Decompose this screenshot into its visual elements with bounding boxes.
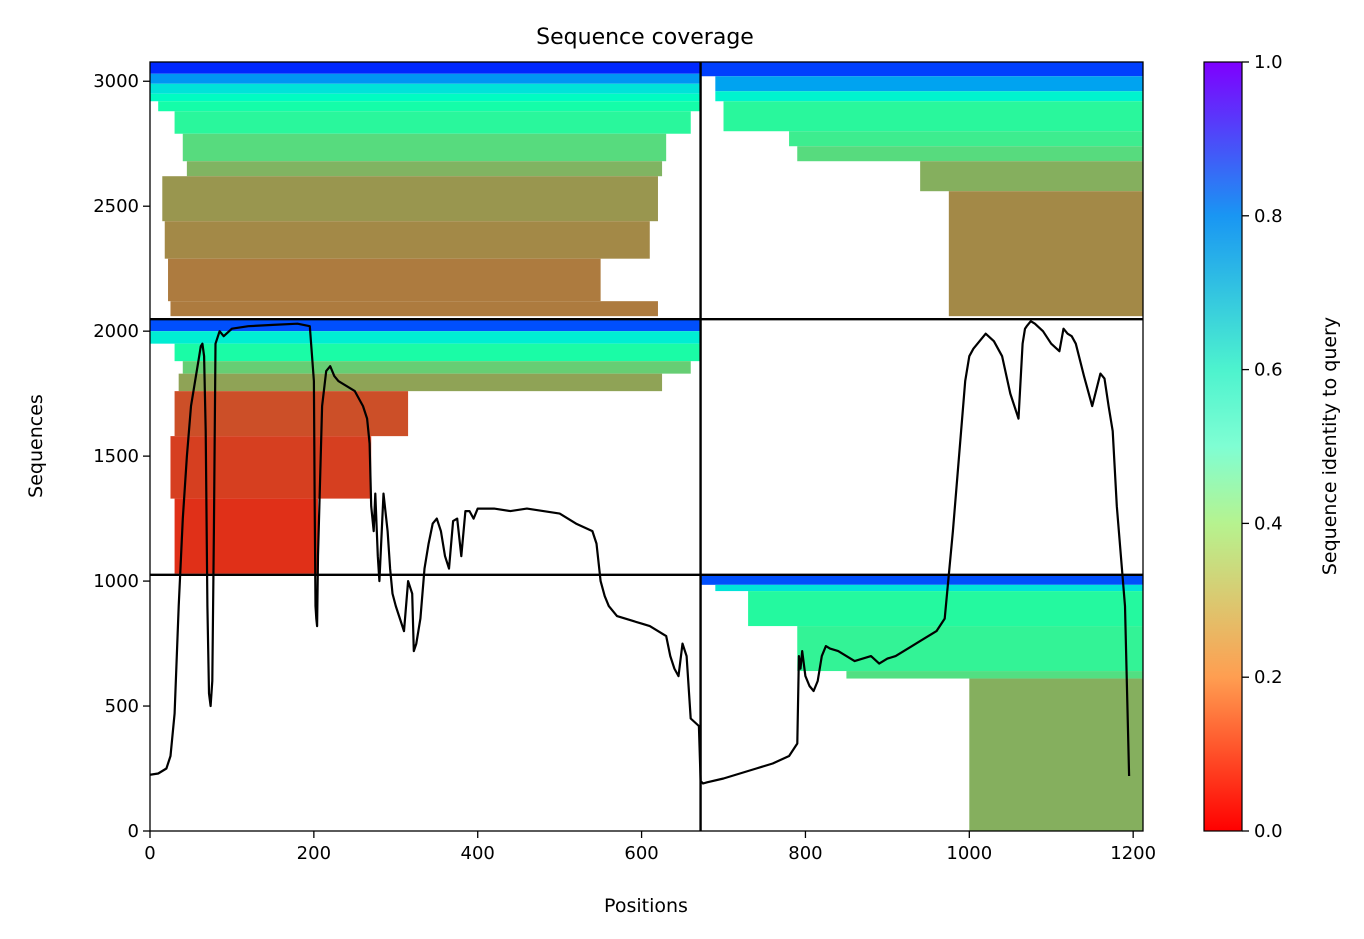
y-tick-label: 3000: [93, 71, 139, 92]
coverage-block: [700, 574, 1143, 831]
coverage-band: [150, 62, 701, 74]
coverage-band: [846, 671, 1143, 679]
coverage-band: [170, 301, 658, 317]
y-axis: 0 500 1000 1500 2000 2500 3000: [93, 71, 150, 842]
coverage-band: [723, 101, 1143, 132]
coverage-band: [797, 626, 1143, 672]
colorbar-tick-label: 0.8: [1254, 206, 1283, 227]
coverage-band: [150, 73, 701, 84]
coverage-band: [168, 258, 601, 302]
coverage-band: [170, 436, 372, 499]
coverage-band: [158, 101, 701, 112]
coverage-band: [948, 191, 1143, 317]
coverage-block: [150, 62, 701, 317]
coverage-band: [920, 161, 1143, 192]
coverage-band: [182, 361, 691, 374]
coverage-band: [174, 343, 701, 362]
x-tick-label: 1000: [946, 843, 992, 864]
x-tick-label: 200: [297, 843, 331, 864]
coverage-band: [150, 83, 701, 94]
coverage-line: [150, 320, 1131, 785]
x-tick-label: 400: [461, 843, 495, 864]
colorbar-tick-label: 0.4: [1254, 513, 1283, 534]
coverage-band: [789, 131, 1143, 147]
x-tick-label: 1200: [1110, 843, 1156, 864]
plot-frame: [149, 61, 1144, 832]
x-axis: 0 200 400 600 800 1000 1200: [144, 831, 1156, 864]
coverage-band: [700, 62, 1143, 77]
y-tick-label: 2000: [93, 321, 139, 342]
coverage-band: [715, 76, 1143, 92]
heatmap-layer: [150, 62, 1143, 831]
coverage-band: [174, 111, 691, 134]
coverage-band: [700, 574, 1143, 585]
x-tick-label: 0: [144, 843, 155, 864]
coverage-band: [797, 146, 1143, 162]
colorbar-ticks: 0.0 0.2 0.4 0.6 0.8 1.0: [1242, 52, 1283, 842]
coverage-band: [186, 161, 663, 177]
coverage-band: [715, 91, 1143, 102]
colorbar-tick-label: 0.6: [1254, 360, 1283, 381]
y-tick-label: 500: [105, 696, 139, 717]
coverage-block: [700, 62, 1143, 317]
colorbar-tick-label: 1.0: [1254, 52, 1283, 73]
colorbar-tick-label: 0.2: [1254, 667, 1283, 688]
y-axis-label: Sequences: [25, 394, 47, 498]
x-tick-label: 600: [624, 843, 658, 864]
x-tick-label: 800: [788, 843, 822, 864]
coverage-block: [150, 319, 701, 574]
y-tick-label: 0: [128, 821, 139, 842]
coverage-band: [178, 373, 663, 392]
coverage-band: [150, 331, 701, 344]
coverage-band: [164, 221, 650, 259]
coverage-band: [162, 176, 658, 222]
coverage-band: [150, 93, 701, 102]
coverage-band: [174, 498, 318, 574]
chart-title: Sequence coverage: [536, 25, 754, 50]
plot-area: [150, 62, 1143, 831]
coverage-band: [715, 584, 1143, 592]
colorbar: [1203, 61, 1243, 832]
coverage-band: [150, 319, 701, 332]
colorbar-label: Sequence identity to query: [1319, 317, 1341, 575]
colorbar-tick-label: 0.0: [1254, 821, 1283, 842]
y-tick-label: 1000: [93, 571, 139, 592]
y-tick-label: 2500: [93, 196, 139, 217]
coverage-band: [174, 391, 409, 437]
y-tick-label: 1500: [93, 446, 139, 467]
coverage-band: [182, 133, 667, 162]
coverage-band: [969, 678, 1143, 831]
x-axis-label: Positions: [604, 895, 688, 917]
